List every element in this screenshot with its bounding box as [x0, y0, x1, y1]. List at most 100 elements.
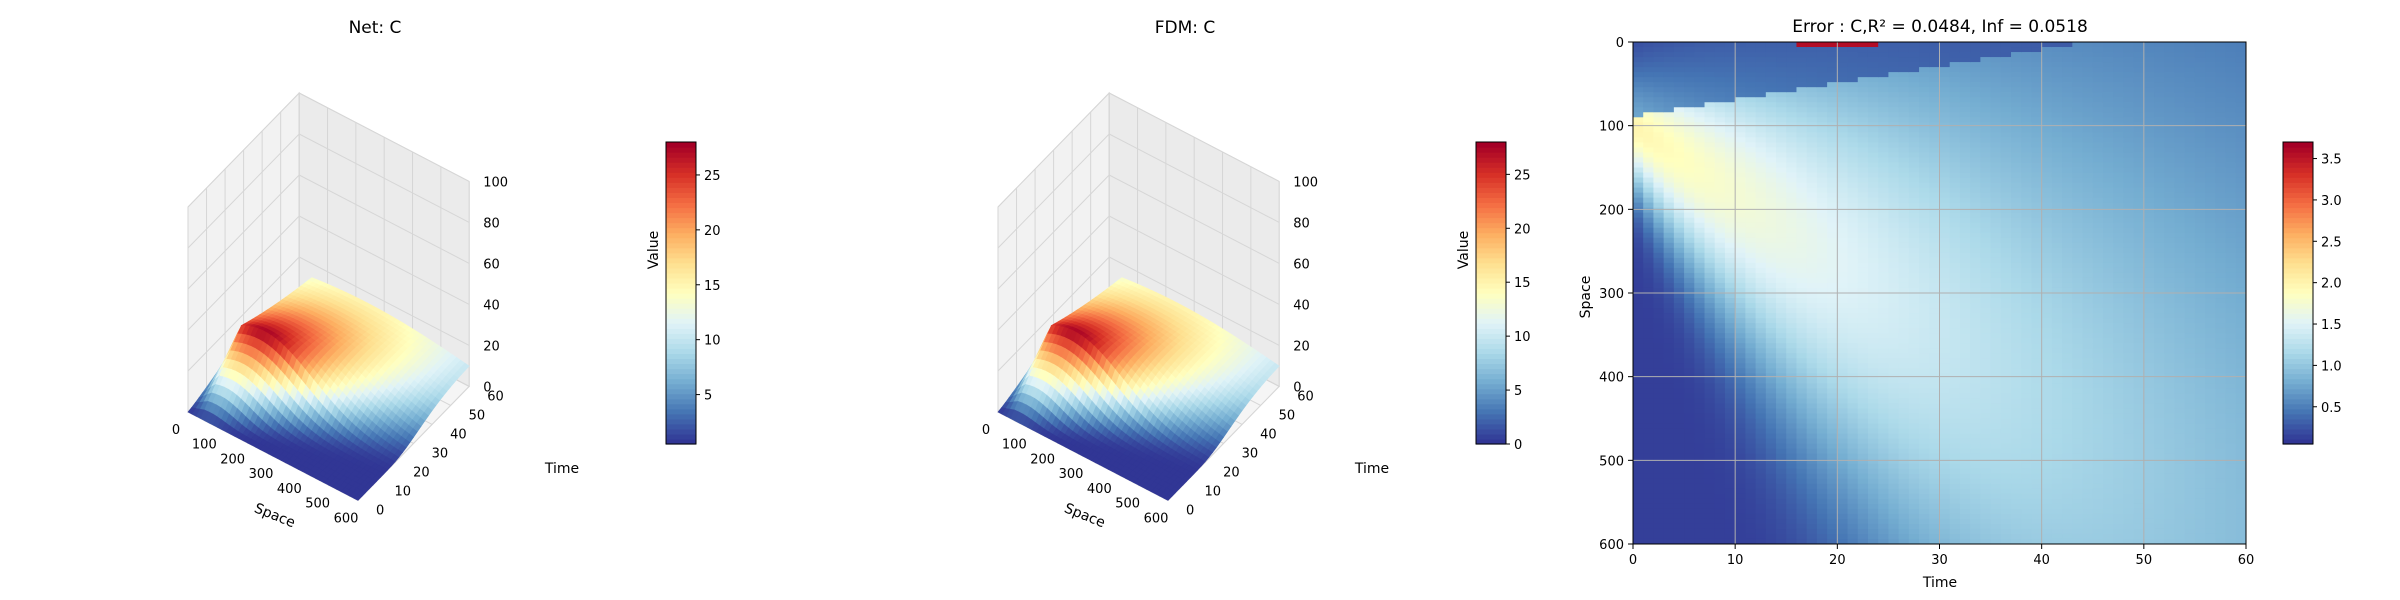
heatmap-cell: [1714, 528, 1726, 535]
heatmap-cell: [1735, 242, 1746, 249]
heatmap-cell: [1704, 493, 1716, 500]
heatmap-cell: [1776, 478, 1787, 485]
heatmap-cell: [1633, 348, 1644, 354]
title-fdm: FDM: C: [1155, 18, 1216, 38]
heatmap-cell: [1684, 147, 1695, 153]
heatmap-cell: [1633, 282, 1644, 289]
heatmap-cell: [1755, 318, 1767, 324]
heatmap-cell: [1704, 358, 1716, 364]
heatmap-cell: [1765, 398, 1777, 404]
heatmap-cell: [1673, 252, 1685, 259]
heatmap-cell: [1694, 478, 1706, 485]
heatmap-cell: [1653, 493, 1665, 500]
heatmap-cell: [1714, 298, 1726, 304]
heatmap-cell: [1735, 413, 1746, 419]
heatmap-cell: [1694, 403, 1706, 409]
heatmap-cell: [1653, 147, 1665, 153]
heatmap-cell: [1847, 318, 1859, 324]
heatmap-cell: [1857, 328, 1869, 334]
heatmap-cell: [1633, 433, 1644, 440]
heatmap-cell: [1837, 368, 1849, 374]
heatmap-cell: [1776, 308, 1787, 314]
heatmap-cell: [1633, 112, 1644, 118]
heatmap-cell: [1633, 448, 1644, 455]
heatmap-cell: [1694, 172, 1706, 179]
heatmap-cell: [1633, 252, 1644, 259]
heatmap-cell: [1724, 267, 1736, 274]
heatmap-cell: [1837, 388, 1849, 394]
heatmap-cell: [1755, 313, 1767, 319]
heatmap-cell: [1633, 257, 1644, 264]
heatmap-cell: [1847, 152, 1859, 158]
heatmap-cell: [1694, 92, 1706, 98]
heatmap-cell: [1755, 167, 1767, 174]
heatmap-cell: [1653, 488, 1665, 495]
heatmap-cell: [1755, 403, 1767, 409]
heatmap-cell: [1765, 152, 1777, 158]
heatmap-cell: [1643, 363, 1654, 369]
heatmap-cell: [1633, 493, 1644, 500]
heatmap-cell: [1816, 438, 1828, 445]
heatmap-cell: [1735, 518, 1746, 525]
heatmap-cell: [1633, 533, 1644, 540]
heatmap-cell: [1724, 408, 1736, 414]
heatmap-cell: [1643, 167, 1654, 174]
heatmap-cell: [1806, 398, 1818, 404]
heatmap-cell: [1704, 498, 1716, 505]
heatmap-cell: [1755, 267, 1767, 274]
heatmap-cell: [1847, 272, 1859, 279]
heatmap-cell: [1724, 42, 1736, 48]
heatmap-cell: [1673, 272, 1685, 279]
heatmap-cell: [1827, 408, 1838, 414]
heatmap-cell: [1633, 207, 1644, 214]
heatmap-cell: [1735, 112, 1746, 118]
heatmap-cell: [1776, 483, 1787, 490]
heatmap-cell: [1684, 318, 1695, 324]
heatmap-cell: [1714, 187, 1726, 194]
heatmap-cell: [1827, 202, 1838, 209]
heatmap-cell: [1745, 448, 1757, 455]
heatmap-cell: [1714, 242, 1726, 249]
heatmap-cell: [1837, 373, 1849, 379]
heatmap-cell: [1735, 197, 1746, 204]
heatmap-cell: [1714, 252, 1726, 259]
heatmap-cell: [1745, 42, 1757, 48]
heatmap-cell: [1724, 518, 1736, 525]
colorbar-segment: [1476, 162, 1506, 168]
heatmap-cell: [1776, 473, 1787, 480]
heatmap-cell: [1704, 428, 1716, 435]
heatmap-cell: [1796, 272, 1808, 279]
heatmap-cell: [1786, 207, 1797, 214]
heatmap-cell: [1816, 277, 1828, 284]
colorbar-segment: [1476, 237, 1506, 244]
heatmap-cell: [1653, 157, 1665, 163]
heatmap-cell: [1776, 217, 1787, 224]
heatmap-cell: [1755, 192, 1767, 199]
heatmap-cell: [1714, 222, 1726, 229]
heatmap-cell: [1714, 197, 1726, 204]
heatmap-cell: [1714, 478, 1726, 485]
heatmap-cell: [1684, 122, 1695, 128]
heatmap-cell: [1816, 47, 1828, 53]
heatmap-cell: [1633, 202, 1644, 209]
heatmap-cell: [1704, 413, 1716, 419]
heatmap-cell: [1745, 157, 1757, 163]
heatmap-cell: [1673, 207, 1685, 214]
heatmap-cell: [1663, 122, 1675, 128]
heatmap-cell: [1806, 338, 1818, 344]
heatmap-cell: [1694, 323, 1706, 329]
heatmap-cell: [1633, 303, 1644, 309]
heatmap-cell: [1816, 333, 1828, 339]
heatmap-cell: [1673, 117, 1685, 123]
heatmap-cell: [1704, 202, 1716, 209]
heatmap-cell: [1837, 428, 1849, 435]
heatmap-cell: [1837, 77, 1849, 83]
heatmap-cell: [1745, 252, 1757, 259]
heatmap-cell: [1714, 282, 1726, 289]
heatmap-cell: [1684, 418, 1695, 425]
colorbar-segment: [1476, 172, 1506, 178]
heatmap-cell: [1847, 438, 1859, 445]
heatmap-cell: [1827, 528, 1838, 535]
heatmap-cell: [1847, 267, 1859, 274]
heatmap-cell: [1765, 293, 1777, 299]
